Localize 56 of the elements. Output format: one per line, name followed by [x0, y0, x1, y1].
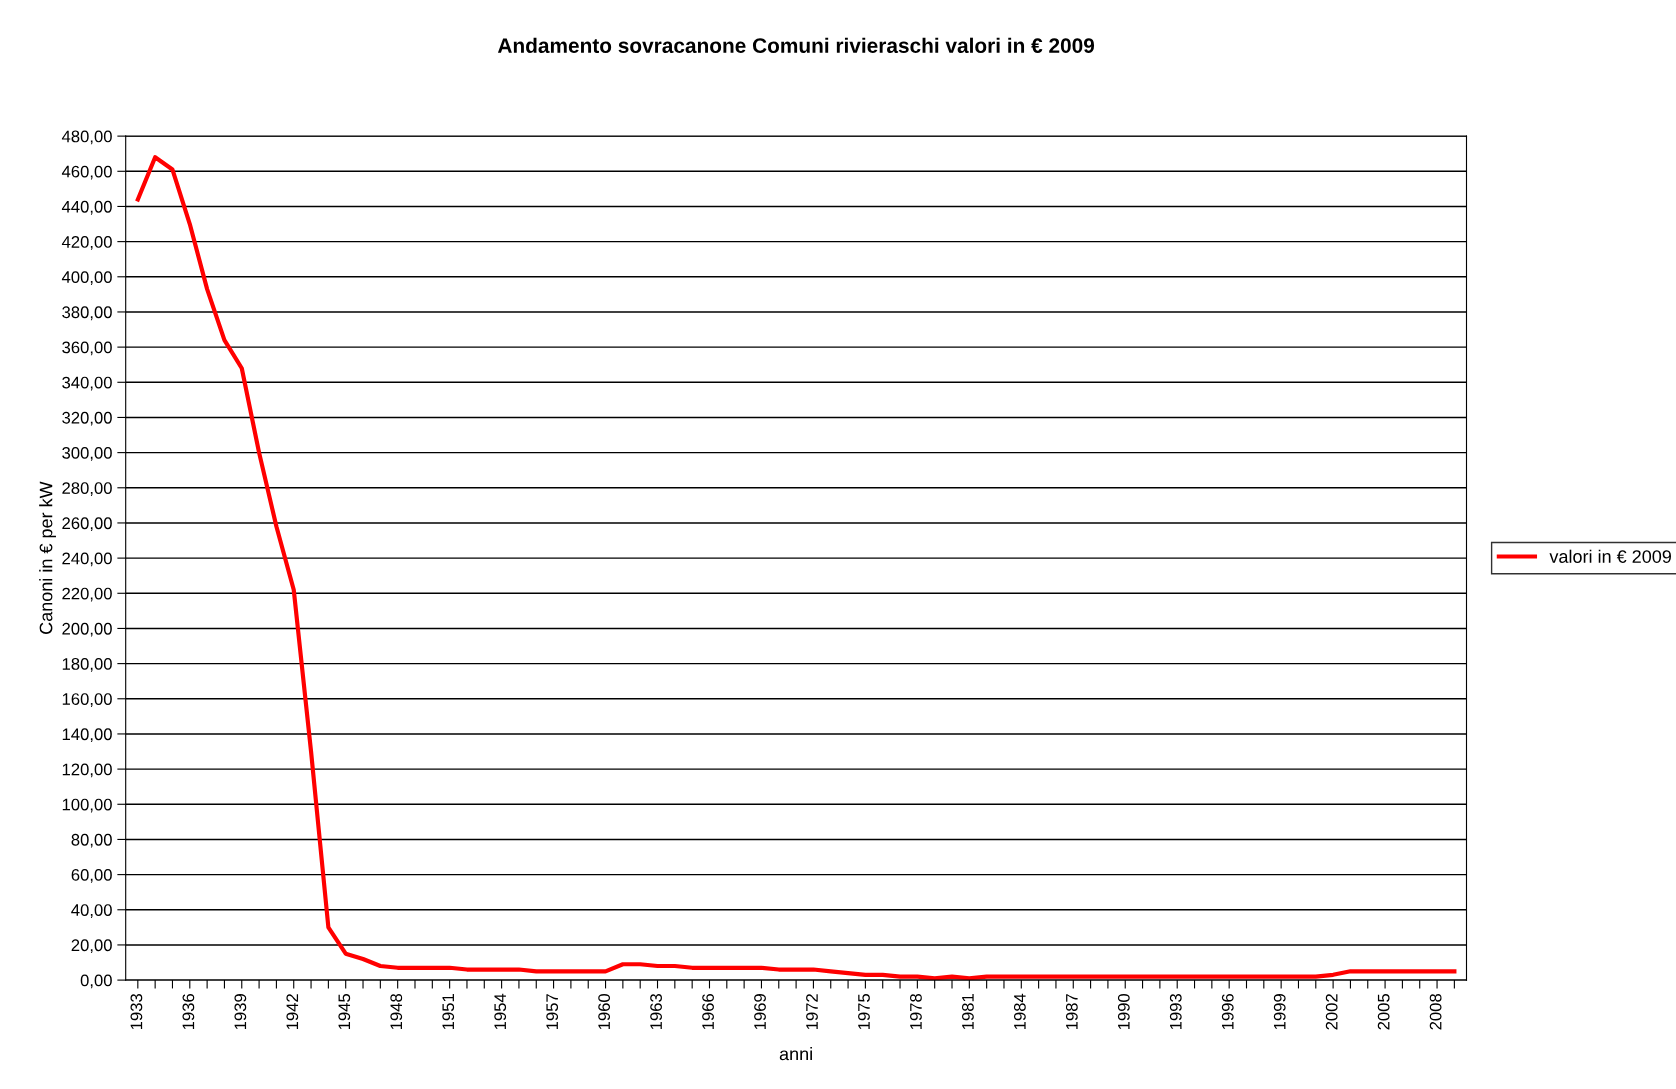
x-tick-label: 1975 — [858, 993, 870, 1030]
x-tick-label: 1939 — [234, 994, 247, 1030]
x-tick-label: 1999 — [1273, 994, 1286, 1030]
y-tick-label: 280,00 — [62, 482, 112, 496]
y-tick-label: 80,00 — [71, 833, 112, 848]
x-tick-label: 1936 — [182, 994, 195, 1030]
y-tick-label: 260,00 — [62, 517, 112, 532]
x-tick-label: 1933 — [130, 994, 143, 1030]
y-tick-label: 340,00 — [62, 376, 112, 391]
x-tick-label: 1942 — [286, 994, 299, 1030]
line-series — [135, 155, 1457, 981]
y-tick-label: 480,00 — [61, 130, 112, 145]
x-tick-label: 1966 — [702, 994, 714, 1030]
y-tick-label: 0,00 — [80, 974, 112, 989]
x-tick-label: 1990 — [1117, 993, 1130, 1030]
y-axis-title: Canoni in € per kW — [39, 481, 56, 634]
chart-title: Andamento sovracanone Comuni rivieraschi valori in € 2009 — [497, 37, 1095, 53]
legend-label: valori in € 2009 — [1549, 549, 1671, 563]
y-tick-label: 140,00 — [62, 728, 112, 743]
x-tick-label: 1954 — [494, 993, 507, 1030]
x-tick-label: 2002 — [1325, 994, 1338, 1030]
x-tick-label: 1960 — [598, 993, 611, 1030]
y-tick-label: 440,00 — [61, 200, 112, 215]
x-tick-label: 1945 — [338, 993, 351, 1030]
y-tick-label: 40,00 — [71, 904, 112, 918]
x-tick-label: 1957 — [546, 994, 559, 1030]
x-tick-label: 2005 — [1377, 993, 1390, 1030]
y-tick-label: 300,00 — [62, 447, 112, 461]
y-tick-label: 460,00 — [61, 165, 112, 180]
x-tick-label: 1978 — [910, 994, 922, 1030]
y-tick-label: 20,00 — [71, 939, 112, 954]
y-tick-label: 160,00 — [62, 693, 112, 707]
y-tick-label: 180,00 — [62, 658, 112, 672]
y-tick-label: 240,00 — [62, 552, 112, 567]
x-tick-label: 2008 — [1429, 994, 1442, 1030]
x-tick-label: 1981 — [962, 994, 974, 1030]
x-axis-title: anni — [779, 1047, 812, 1061]
x-tick-label: 1972 — [806, 994, 818, 1030]
y-tick-label: 200,00 — [62, 622, 112, 637]
x-tick-label: 1996 — [1221, 994, 1234, 1030]
y-tick-label: 60,00 — [71, 869, 112, 883]
y-tick-label: 400,00 — [61, 271, 112, 285]
y-tick-label: 420,00 — [61, 236, 112, 250]
x-tick-label: 1948 — [390, 994, 403, 1030]
y-tick-label: 100,00 — [62, 798, 112, 813]
y-tick-label: 220,00 — [62, 587, 112, 602]
y-tick-label: 380,00 — [62, 306, 112, 321]
x-tick-label: 1984 — [1013, 993, 1026, 1030]
x-tick-label: 1969 — [754, 994, 766, 1030]
y-tick-label: 320,00 — [62, 411, 112, 426]
x-tick-label: 1951 — [442, 994, 455, 1030]
x-tick-label: 1987 — [1065, 994, 1078, 1030]
y-tick-label: 360,00 — [62, 341, 112, 356]
y-tick-label: 120,00 — [62, 763, 112, 778]
x-tick-label: 1963 — [650, 994, 662, 1030]
x-tick-label: 1993 — [1169, 994, 1182, 1030]
